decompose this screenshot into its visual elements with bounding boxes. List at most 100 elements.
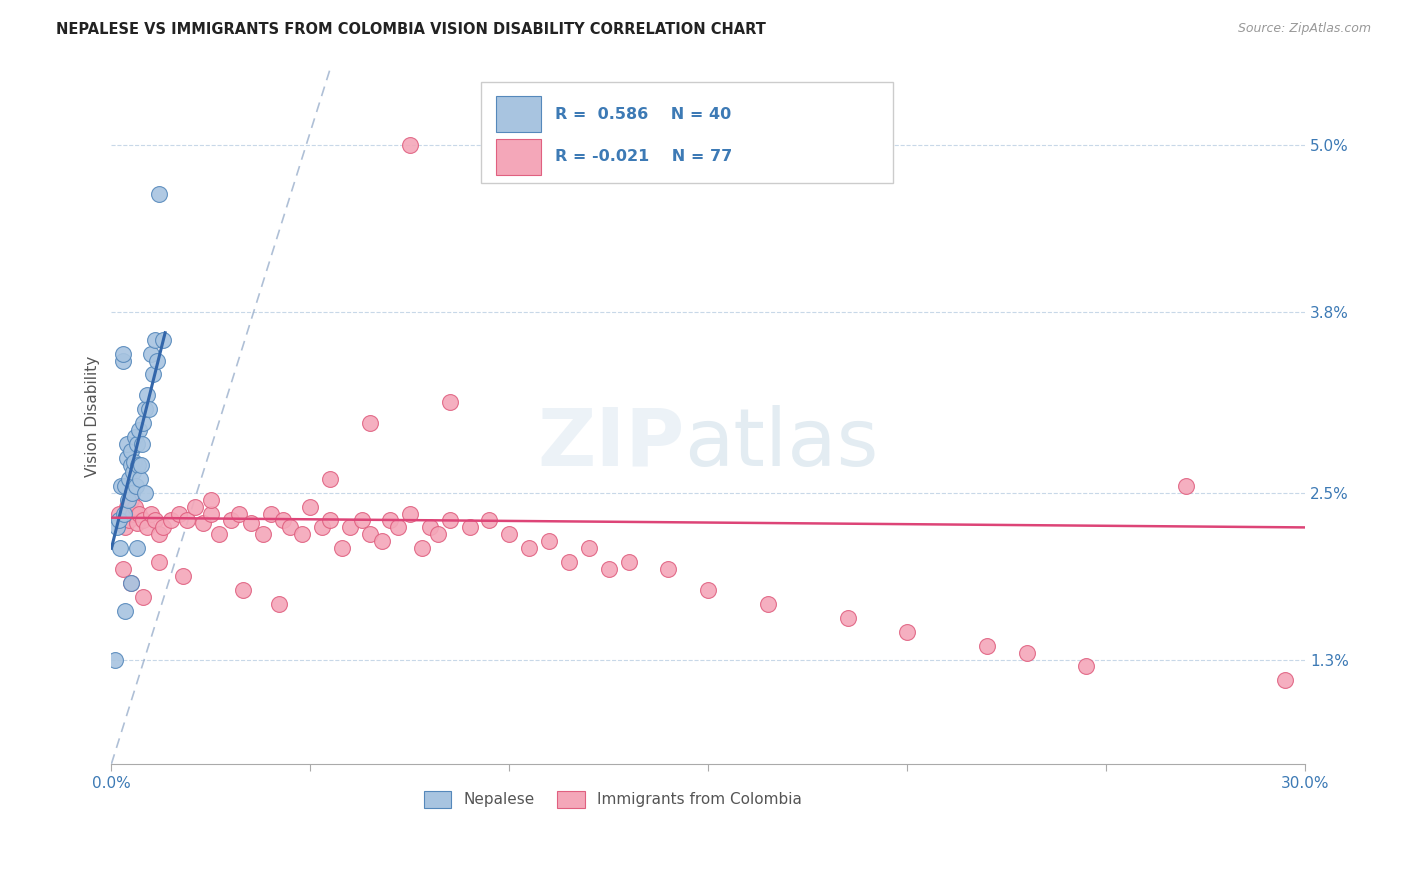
Point bbox=[1174, 479, 1197, 493]
Point bbox=[124, 500, 146, 514]
Text: ZIP: ZIP bbox=[537, 405, 685, 483]
Point bbox=[129, 458, 152, 472]
Point bbox=[112, 346, 135, 360]
Point bbox=[118, 513, 141, 527]
Point bbox=[136, 520, 159, 534]
Point bbox=[167, 507, 190, 521]
Point bbox=[127, 458, 149, 472]
Point bbox=[141, 507, 163, 521]
Point bbox=[517, 541, 540, 556]
Point bbox=[271, 513, 294, 527]
Point bbox=[208, 527, 231, 541]
Point bbox=[131, 437, 153, 451]
Point bbox=[426, 527, 449, 541]
Point bbox=[617, 555, 640, 569]
Point bbox=[132, 513, 155, 527]
Point bbox=[125, 479, 148, 493]
Text: NEPALESE VS IMMIGRANTS FROM COLOMBIA VISION DISABILITY CORRELATION CHART: NEPALESE VS IMMIGRANTS FROM COLOMBIA VIS… bbox=[56, 22, 766, 37]
Point bbox=[538, 534, 561, 549]
Point bbox=[117, 500, 139, 514]
FancyBboxPatch shape bbox=[496, 96, 541, 133]
Point bbox=[291, 527, 314, 541]
Point bbox=[114, 479, 136, 493]
Point bbox=[976, 639, 998, 653]
Point bbox=[172, 569, 194, 583]
Text: Source: ZipAtlas.com: Source: ZipAtlas.com bbox=[1237, 22, 1371, 36]
Point bbox=[138, 402, 160, 417]
Point bbox=[419, 520, 441, 534]
Point bbox=[398, 507, 420, 521]
Point bbox=[148, 186, 170, 201]
Point bbox=[127, 437, 149, 451]
Point bbox=[120, 576, 142, 591]
Point bbox=[143, 333, 166, 347]
Point bbox=[896, 624, 918, 639]
Point bbox=[219, 513, 242, 527]
Point bbox=[378, 513, 401, 527]
Point bbox=[657, 562, 679, 576]
Point bbox=[108, 507, 131, 521]
Point bbox=[142, 368, 165, 382]
Point bbox=[146, 353, 169, 368]
Point bbox=[112, 513, 135, 527]
Point bbox=[152, 520, 174, 534]
Point bbox=[232, 582, 254, 597]
Point bbox=[311, 520, 333, 534]
Point bbox=[387, 520, 409, 534]
FancyBboxPatch shape bbox=[496, 139, 541, 175]
Point bbox=[120, 576, 142, 591]
Point bbox=[108, 513, 131, 527]
Point bbox=[112, 507, 135, 521]
Point bbox=[200, 492, 222, 507]
Point bbox=[104, 652, 127, 666]
Point bbox=[176, 513, 198, 527]
Point bbox=[319, 472, 342, 486]
Point bbox=[756, 597, 779, 611]
Point bbox=[1076, 659, 1098, 673]
Point bbox=[1015, 646, 1038, 660]
Point bbox=[598, 562, 620, 576]
Point bbox=[398, 138, 420, 153]
Point bbox=[143, 513, 166, 527]
Point bbox=[148, 527, 170, 541]
Point bbox=[132, 590, 155, 604]
Point bbox=[122, 465, 145, 479]
Point bbox=[498, 527, 520, 541]
Point bbox=[134, 485, 156, 500]
Point bbox=[359, 527, 381, 541]
Point bbox=[1274, 673, 1296, 688]
Point bbox=[115, 450, 138, 465]
Point bbox=[148, 555, 170, 569]
Point bbox=[124, 455, 146, 469]
Point bbox=[114, 604, 136, 618]
Point bbox=[105, 520, 128, 534]
Point bbox=[122, 507, 145, 521]
Text: atlas: atlas bbox=[685, 405, 879, 483]
Point bbox=[118, 472, 141, 486]
Point bbox=[117, 437, 139, 451]
Point bbox=[117, 492, 139, 507]
Point bbox=[120, 492, 142, 507]
Point bbox=[112, 562, 135, 576]
Point bbox=[319, 513, 342, 527]
Point bbox=[127, 541, 149, 556]
Point bbox=[252, 527, 274, 541]
Point bbox=[478, 513, 501, 527]
Point bbox=[141, 346, 163, 360]
Point bbox=[330, 541, 353, 556]
Point bbox=[239, 516, 262, 531]
Point bbox=[121, 485, 143, 500]
Point bbox=[697, 582, 720, 597]
Point bbox=[128, 507, 150, 521]
Point bbox=[111, 353, 134, 368]
Point bbox=[124, 430, 146, 444]
Point bbox=[152, 333, 174, 347]
Point bbox=[114, 520, 136, 534]
Point bbox=[132, 416, 155, 430]
Point bbox=[578, 541, 600, 556]
FancyBboxPatch shape bbox=[481, 82, 893, 183]
Point bbox=[359, 416, 381, 430]
Point bbox=[136, 388, 159, 402]
Point bbox=[191, 516, 214, 531]
Point bbox=[371, 534, 394, 549]
